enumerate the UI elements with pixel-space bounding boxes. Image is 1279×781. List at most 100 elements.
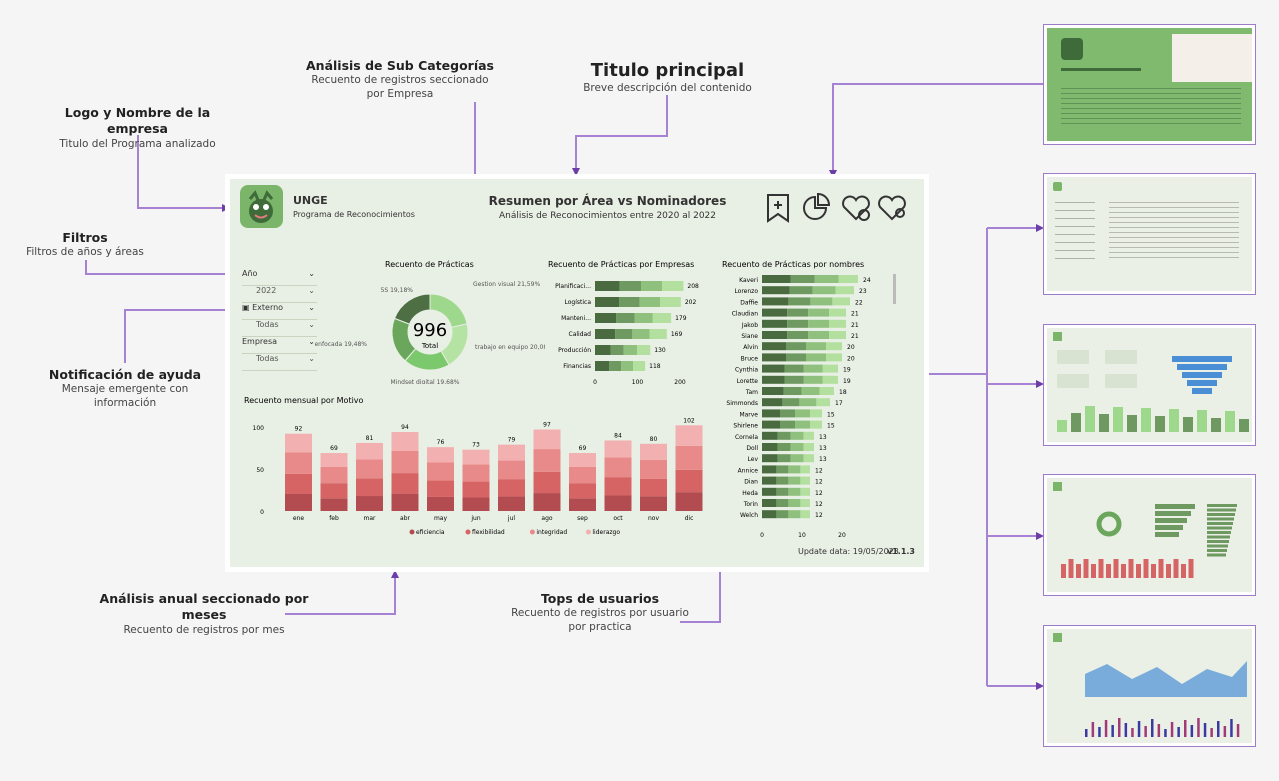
- chevron-down-icon: ⌄: [308, 269, 315, 278]
- bookmark-plus-icon[interactable]: [767, 194, 789, 223]
- bar-category-label: Lev: [748, 456, 759, 463]
- update-date: Update data: 19/05/2023: [798, 547, 899, 556]
- bar-category-label: Jakob: [741, 322, 758, 329]
- bar-segment: [634, 313, 653, 323]
- bar-segment: [595, 361, 610, 371]
- donut-slice: [393, 293, 431, 325]
- annotation-title: Tops de usuarios: [540, 591, 660, 606]
- bar-segment: [610, 345, 624, 355]
- thumb-bar: [1166, 564, 1171, 578]
- axis-tick: dic: [685, 515, 694, 522]
- bar-segment: [812, 286, 836, 295]
- thumb-bar: [1106, 564, 1111, 578]
- thumbnail-area[interactable]: [1043, 474, 1256, 596]
- bar-value-label: 13: [819, 434, 827, 441]
- bar-value-label: 13: [819, 445, 827, 452]
- thumb-chart: [1053, 633, 1247, 737]
- thumbnail-glosario[interactable]: [1043, 173, 1256, 295]
- bar-segment: [762, 353, 786, 362]
- donut-label: trabajo en equipo 20,08%: [475, 344, 545, 351]
- bar-category-label: Financias: [563, 363, 591, 370]
- bar-segment: [803, 443, 814, 451]
- thumb-bar: [1143, 559, 1149, 578]
- donut-label: 5S 19,18%: [381, 287, 414, 294]
- bar-total-label: 80: [650, 436, 658, 443]
- program-name: Programa de Reconocimientos: [293, 210, 415, 219]
- bar-segment: [806, 353, 826, 362]
- heart-check-icon[interactable]: [842, 195, 870, 221]
- thumb-bar: [1197, 410, 1207, 432]
- axis-tick: jun: [470, 515, 480, 522]
- thumb-bar: [1113, 559, 1119, 578]
- bar-segment: [662, 281, 684, 291]
- thumb-bar: [1207, 517, 1234, 521]
- thumb-bar: [1223, 726, 1227, 737]
- bar-segment: [462, 449, 490, 465]
- filter-externo-value[interactable]: Todas ⌄: [242, 320, 317, 337]
- monthly-chart: Recuento mensual por Motivo 0 50 100 92 ene 69…: [244, 396, 703, 536]
- annotation-desc: Filtros de años y áreas: [26, 246, 144, 259]
- legend-label: liderazgo: [592, 529, 620, 536]
- bar-category-label: Heda: [742, 490, 758, 497]
- thumb-bar: [1076, 564, 1081, 578]
- bar-segment: [800, 465, 810, 474]
- bar-segment: [762, 420, 780, 429]
- bar-segment: [762, 465, 777, 474]
- filter-year[interactable]: Año ⌄: [242, 269, 317, 286]
- bar-segment: [640, 478, 667, 497]
- bar-total-label: 76: [437, 439, 445, 446]
- bar-segment: [790, 431, 804, 440]
- bar-segment: [604, 440, 632, 458]
- bar-category-label: Annice: [738, 467, 759, 474]
- bar-segment: [790, 443, 804, 451]
- bar-segment: [615, 329, 633, 339]
- heart-search-icon[interactable]: [878, 195, 906, 221]
- axis-tick: ene: [293, 515, 304, 522]
- bar-segment: [462, 497, 490, 511]
- legend-label: eficiencia: [416, 529, 445, 536]
- bar-segment: [777, 431, 791, 440]
- bar-segment: [356, 459, 383, 479]
- axis-tick: feb: [329, 515, 339, 522]
- chevron-down-icon: ⌄: [308, 286, 315, 295]
- bar-value-label: 21: [851, 322, 859, 329]
- bar-segment: [788, 499, 801, 507]
- thumb-bar: [1203, 723, 1207, 737]
- filter-label: Año: [242, 269, 258, 278]
- bar-segment: [762, 375, 785, 384]
- filter-year-value[interactable]: 2022 ⌄: [242, 286, 317, 303]
- bar-segment: [498, 444, 525, 461]
- bar-category-label: Shirlene: [733, 423, 758, 430]
- bar-segment: [285, 473, 312, 494]
- annotation-desc: Recuento de registros por usuario: [511, 607, 689, 620]
- frog-logo-icon: [1053, 182, 1062, 191]
- bar-segment: [803, 364, 823, 373]
- bar-segment: [788, 465, 801, 474]
- bar-segment: [427, 496, 454, 511]
- filter-externo[interactable]: ▣ Externo ⌄: [242, 303, 317, 320]
- bar-value-label: 179: [675, 315, 687, 322]
- nav-icons: [760, 192, 910, 223]
- bar-segment: [604, 457, 632, 478]
- bar-segment: [826, 342, 842, 351]
- thumb-bar: [1211, 418, 1221, 432]
- thumbnail-resumen[interactable]: [1043, 324, 1256, 446]
- annotation-desc: Recuento de registros seccionado: [311, 74, 489, 87]
- thumbnail-trend[interactable]: [1043, 625, 1256, 747]
- annotation-titulo: Titulo principal Breve descripción del c…: [580, 59, 755, 96]
- chevron-down-icon: ⌄: [308, 337, 315, 346]
- bar-segment: [462, 481, 490, 498]
- axis-tick: 100: [632, 379, 644, 386]
- annotation-desc: Breve descripción del contenido: [583, 82, 752, 95]
- help-icon[interactable]: ▣: [242, 303, 250, 312]
- filter-empresa[interactable]: Empresa ⌄: [242, 337, 317, 354]
- bar-segment: [320, 453, 348, 467]
- filter-empresa-value[interactable]: Todas ⌄: [242, 354, 317, 371]
- bar-total-label: 81: [366, 435, 374, 442]
- bar-segment: [795, 409, 810, 418]
- thumbnail-cover[interactable]: [1043, 24, 1256, 145]
- thumb-bar: [1071, 413, 1081, 432]
- thumb-bar: [1207, 513, 1235, 516]
- pie-icon[interactable]: [803, 192, 831, 220]
- thumb-text-lines: [1109, 202, 1239, 262]
